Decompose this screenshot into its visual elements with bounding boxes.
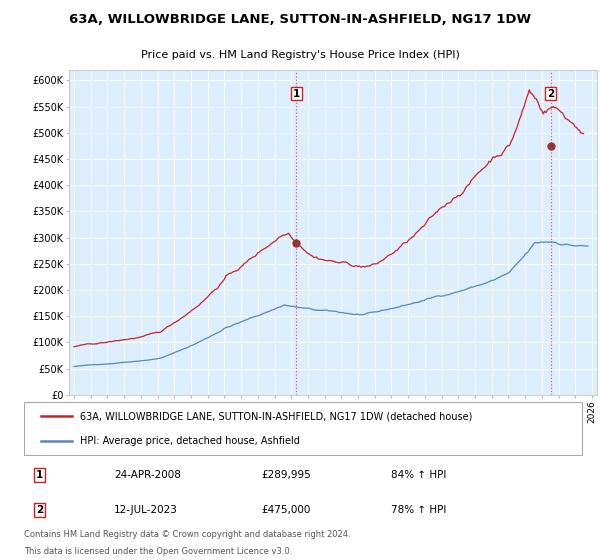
- Text: 2: 2: [36, 505, 43, 515]
- Text: 1: 1: [293, 88, 300, 99]
- Text: 2: 2: [547, 88, 554, 99]
- Text: 63A, WILLOWBRIDGE LANE, SUTTON-IN-ASHFIELD, NG17 1DW: 63A, WILLOWBRIDGE LANE, SUTTON-IN-ASHFIE…: [69, 13, 531, 26]
- Text: This data is licensed under the Open Government Licence v3.0.: This data is licensed under the Open Gov…: [24, 547, 292, 556]
- Text: 12-JUL-2023: 12-JUL-2023: [114, 505, 178, 515]
- Text: Contains HM Land Registry data © Crown copyright and database right 2024.: Contains HM Land Registry data © Crown c…: [24, 530, 350, 539]
- Text: 78% ↑ HPI: 78% ↑ HPI: [391, 505, 446, 515]
- Text: 63A, WILLOWBRIDGE LANE, SUTTON-IN-ASHFIELD, NG17 1DW (detached house): 63A, WILLOWBRIDGE LANE, SUTTON-IN-ASHFIE…: [80, 411, 473, 421]
- Text: £475,000: £475,000: [261, 505, 310, 515]
- Text: Price paid vs. HM Land Registry's House Price Index (HPI): Price paid vs. HM Land Registry's House …: [140, 50, 460, 59]
- Text: 84% ↑ HPI: 84% ↑ HPI: [391, 470, 446, 480]
- Text: HPI: Average price, detached house, Ashfield: HPI: Average price, detached house, Ashf…: [80, 436, 300, 446]
- Text: 24-APR-2008: 24-APR-2008: [114, 470, 181, 480]
- Text: 1: 1: [36, 470, 43, 480]
- Text: £289,995: £289,995: [261, 470, 311, 480]
